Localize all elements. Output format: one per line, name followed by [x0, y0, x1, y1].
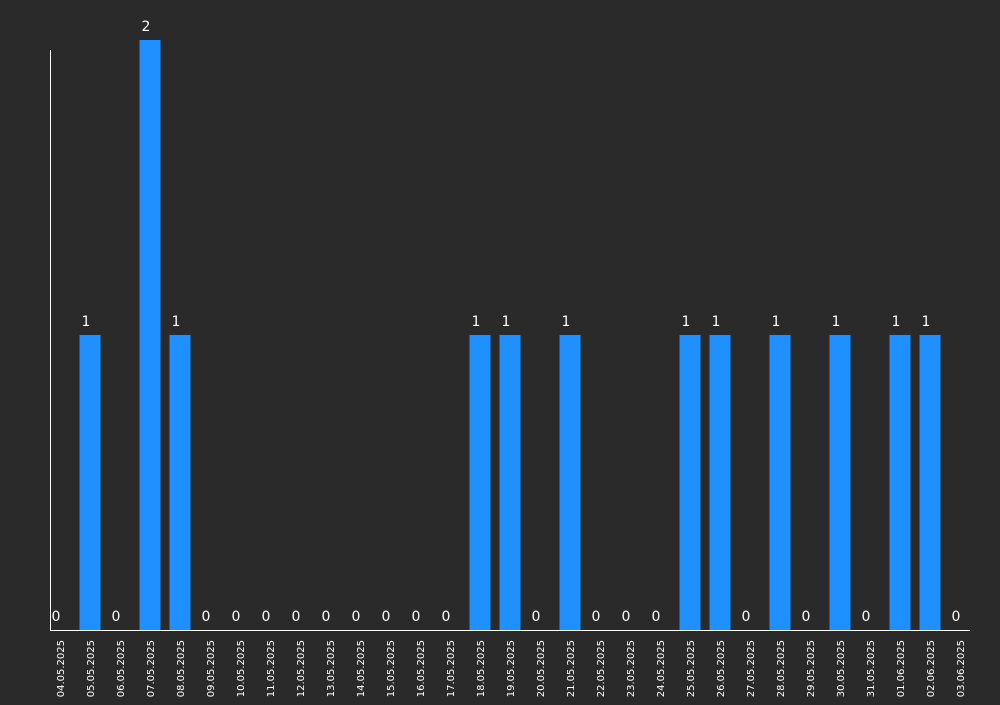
value-label-14.05.2025: 0 — [352, 609, 361, 625]
value-label-31.05.2025: 0 — [862, 609, 871, 625]
x-tick-label-18.05.2025: 18.05.2025 — [476, 640, 487, 697]
value-label-11.05.2025: 0 — [262, 609, 271, 625]
value-label-20.05.2025: 0 — [532, 609, 541, 625]
x-tick-label-13.05.2025: 13.05.2025 — [326, 640, 337, 697]
value-label-04.05.2025: 0 — [52, 609, 61, 625]
x-tick-label-02.06.2025: 02.06.2025 — [926, 640, 937, 697]
value-label-12.05.2025: 0 — [292, 609, 301, 625]
x-tick-label-05.05.2025: 05.05.2025 — [86, 640, 97, 697]
value-label-29.05.2025: 0 — [802, 609, 811, 625]
x-tick-label-20.05.2025: 20.05.2025 — [536, 640, 547, 697]
value-label-02.06.2025: 1 — [922, 314, 931, 330]
x-tick-label-25.05.2025: 25.05.2025 — [686, 640, 697, 697]
value-label-08.05.2025: 1 — [172, 314, 181, 330]
x-tick-label-03.06.2025: 03.06.2025 — [956, 640, 967, 697]
value-label-25.05.2025: 1 — [682, 314, 691, 330]
bar-28.05.2025 — [769, 335, 791, 630]
bar-30.05.2025 — [829, 335, 851, 630]
x-tick-label-06.05.2025: 06.05.2025 — [116, 640, 127, 697]
x-tick-label-07.05.2025: 07.05.2025 — [146, 640, 157, 697]
x-tick-label-31.05.2025: 31.05.2025 — [866, 640, 877, 697]
x-tick-labels-layer: 04.05.2025 05.05.2025 06.05.2025 07.05.2025… — [56, 640, 967, 697]
x-tick-label-22.05.2025: 22.05.2025 — [596, 640, 607, 697]
x-tick-label-15.05.2025: 15.05.2025 — [386, 640, 397, 697]
x-tick-label-28.05.2025: 28.05.2025 — [776, 640, 787, 697]
x-tick-label-30.05.2025: 30.05.2025 — [836, 640, 847, 697]
value-label-28.05.2025: 1 — [772, 314, 781, 330]
value-label-13.05.2025: 0 — [322, 609, 331, 625]
bar-19.05.2025 — [499, 335, 521, 630]
value-label-18.05.2025: 1 — [472, 314, 481, 330]
value-label-09.05.2025: 0 — [202, 609, 211, 625]
x-tick-label-24.05.2025: 24.05.2025 — [656, 640, 667, 697]
bar-25.05.2025 — [679, 335, 701, 630]
value-label-30.05.2025: 1 — [832, 314, 841, 330]
bar-02.06.2025 — [919, 335, 941, 630]
bar-08.05.2025 — [169, 335, 191, 630]
x-tick-label-29.05.2025: 29.05.2025 — [806, 640, 817, 697]
bar-18.05.2025 — [469, 335, 491, 630]
x-tick-label-11.05.2025: 11.05.2025 — [266, 640, 277, 697]
bar-21.05.2025 — [559, 335, 581, 630]
value-label-19.05.2025: 1 — [502, 314, 511, 330]
x-tick-label-08.05.2025: 08.05.2025 — [176, 640, 187, 697]
x-tick-label-12.05.2025: 12.05.2025 — [296, 640, 307, 697]
x-tick-label-10.05.2025: 10.05.2025 — [236, 640, 247, 697]
value-label-24.05.2025: 0 — [652, 609, 661, 625]
x-tick-label-21.05.2025: 21.05.2025 — [566, 640, 577, 697]
value-label-07.05.2025: 2 — [142, 19, 151, 35]
bar-26.05.2025 — [709, 335, 731, 630]
x-tick-label-09.05.2025: 09.05.2025 — [206, 640, 217, 697]
bar-07.05.2025 — [139, 40, 161, 630]
value-label-01.06.2025: 1 — [892, 314, 901, 330]
x-tick-label-14.05.2025: 14.05.2025 — [356, 640, 367, 697]
value-label-17.05.2025: 0 — [442, 609, 451, 625]
x-tick-label-17.05.2025: 17.05.2025 — [446, 640, 457, 697]
value-label-03.06.2025: 0 — [952, 609, 961, 625]
value-label-15.05.2025: 0 — [382, 609, 391, 625]
x-tick-label-23.05.2025: 23.05.2025 — [626, 640, 637, 697]
x-tick-label-19.05.2025: 19.05.2025 — [506, 640, 517, 697]
x-tick-label-26.05.2025: 26.05.2025 — [716, 640, 727, 697]
value-label-16.05.2025: 0 — [412, 609, 421, 625]
bar-01.06.2025 — [889, 335, 911, 630]
value-label-06.05.2025: 0 — [112, 609, 121, 625]
x-tick-label-04.05.2025: 04.05.2025 — [56, 640, 67, 697]
x-tick-label-27.05.2025: 27.05.2025 — [746, 640, 757, 697]
value-label-27.05.2025: 0 — [742, 609, 751, 625]
x-tick-label-01.06.2025: 01.06.2025 — [896, 640, 907, 697]
value-labels-layer: 0 1 0 2 1 0 0 0 0 0 0 0 0 0 1 1 0 1 0 0 0 1 1 0 1 0 1 0 1 1 0 — [52, 19, 961, 625]
bars-layer — [79, 40, 941, 630]
value-label-10.05.2025: 0 — [232, 609, 241, 625]
value-label-26.05.2025: 1 — [712, 314, 721, 330]
value-label-05.05.2025: 1 — [82, 314, 91, 330]
x-tick-label-16.05.2025: 16.05.2025 — [416, 640, 427, 697]
bar-05.05.2025 — [79, 335, 101, 630]
value-label-23.05.2025: 0 — [622, 609, 631, 625]
value-label-22.05.2025: 0 — [592, 609, 601, 625]
value-label-21.05.2025: 1 — [562, 314, 571, 330]
